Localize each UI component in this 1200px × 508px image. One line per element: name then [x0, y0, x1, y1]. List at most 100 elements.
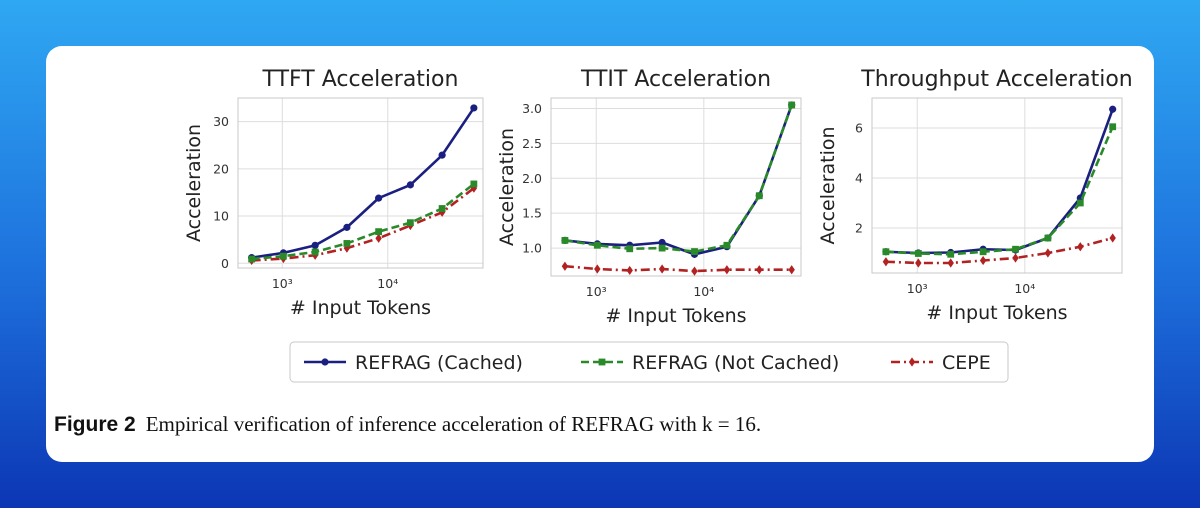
data-point [1012, 245, 1019, 253]
x-tick-label: 10³ [272, 276, 293, 291]
data-point [756, 265, 763, 275]
series-line [251, 107, 475, 259]
legend-circle-marker [321, 358, 329, 366]
data-point [882, 248, 890, 256]
data-point [594, 264, 601, 274]
figure-canvas: 0 10 20 30 10³ 10⁴ TTFT Acceleration # Input To… [183, 67, 1133, 383]
chart-title: Throughput Acceleration [860, 67, 1133, 92]
data-point [1109, 123, 1117, 131]
legend-diamond-marker [908, 357, 916, 367]
data-point [375, 194, 383, 202]
x-tick-label: 10⁴ [693, 284, 714, 299]
data-point [375, 228, 383, 236]
data-point [658, 264, 666, 274]
chart-title: TTIT Acceleration [580, 67, 771, 92]
data-point [1077, 242, 1084, 252]
caption-text: Empirical verification of inference acce… [145, 412, 762, 436]
caption-label: Figure 2 [54, 413, 136, 436]
data-point [406, 219, 414, 227]
data-point [343, 240, 351, 247]
chart-panel-3: 2 4 6 10³ 10⁴ Throughput Acceleration # Input … [817, 67, 1133, 324]
plot-frame [237, 97, 484, 269]
data-point [1109, 233, 1116, 243]
y-tick-label: 3.0 [522, 101, 542, 116]
data-point [561, 237, 569, 244]
legend: REFRAG (Cached) REFRAG (Not Cached) CEPE [289, 341, 1009, 383]
data-point [470, 104, 478, 112]
series-line [564, 104, 793, 253]
data-point [658, 238, 666, 247]
y-axis-label: Acceleration [496, 128, 518, 246]
data-point [375, 233, 382, 243]
y-tick-label: 2 [855, 221, 863, 236]
data-point [248, 255, 256, 263]
plot-area [238, 98, 483, 268]
figure-card: 0 10 20 30 10³ 10⁴ TTFT Acceleration # Input To… [46, 46, 1154, 462]
data-point [1044, 234, 1052, 242]
data-point [438, 205, 446, 212]
data-point [723, 241, 731, 249]
data-point [1044, 248, 1052, 258]
chart-title: TTFT Acceleration [262, 67, 459, 92]
y-axis-label: Acceleration [817, 126, 839, 244]
data-point [593, 241, 601, 249]
plot-frame [550, 97, 802, 277]
data-point [979, 255, 987, 266]
y-tick-label: 10 [213, 209, 229, 224]
y-tick-label: 1.0 [522, 241, 542, 256]
data-point [658, 244, 666, 252]
data-point [788, 101, 796, 109]
x-axis-label: # Input Tokens [926, 302, 1067, 324]
data-point [470, 180, 478, 188]
x-axis-label: # Input Tokens [605, 305, 746, 327]
data-point [561, 261, 569, 271]
y-tick-label: 30 [213, 114, 229, 129]
series-line [885, 126, 1114, 256]
data-point [755, 192, 763, 200]
figure-caption: Figure 2 Empirical verification of infere… [54, 412, 1144, 437]
data-point [311, 248, 319, 256]
data-point [1012, 253, 1019, 263]
legend-frame [289, 341, 1009, 383]
y-tick-label: 2.0 [522, 171, 542, 186]
data-point [626, 245, 634, 253]
legend-item: REFRAG (Cached) [304, 352, 523, 374]
data-point [915, 258, 922, 268]
series-line [885, 236, 1114, 265]
y-tick-label: 2.5 [522, 136, 542, 151]
legend-square-marker [598, 358, 606, 366]
data-point [914, 250, 922, 257]
data-point [947, 258, 954, 268]
data-point [1109, 105, 1117, 113]
legend-item: CEPE [891, 352, 991, 374]
legend-item: REFRAG (Not Cached) [581, 352, 839, 374]
x-tick-label: 10⁴ [377, 276, 398, 291]
plot-frame [871, 97, 1123, 274]
data-point [979, 248, 987, 256]
x-axis-label: # Input Tokens [290, 297, 431, 319]
y-tick-label: 4 [855, 171, 863, 186]
series-line [251, 182, 475, 261]
chart-panel-1: 0 10 20 30 10³ 10⁴ TTFT Acceleration # Input To… [183, 67, 484, 319]
data-point [438, 151, 446, 159]
chart-panel-2: 1.0 1.5 2.0 2.5 3.0 10³ 10⁴ TTIT Acceleration # … [496, 67, 802, 327]
data-point [882, 257, 890, 267]
series-line [564, 104, 793, 256]
legend-label: CEPE [942, 352, 991, 374]
y-tick-label: 20 [213, 161, 229, 176]
series-line [251, 187, 475, 262]
data-point [406, 181, 414, 189]
data-point [788, 265, 795, 275]
data-point [279, 252, 287, 260]
data-point [947, 250, 955, 258]
y-axis-label: Acceleration [183, 124, 205, 242]
y-tick-label: 6 [855, 121, 863, 136]
data-point [343, 223, 351, 231]
legend-label: REFRAG (Cached) [355, 352, 523, 374]
x-tick-label: 10³ [586, 284, 607, 299]
y-tick-label: 1.5 [522, 206, 542, 221]
data-point [691, 248, 698, 255]
x-tick-label: 10⁴ [1014, 281, 1035, 296]
data-point [311, 241, 319, 249]
data-point [691, 266, 698, 276]
